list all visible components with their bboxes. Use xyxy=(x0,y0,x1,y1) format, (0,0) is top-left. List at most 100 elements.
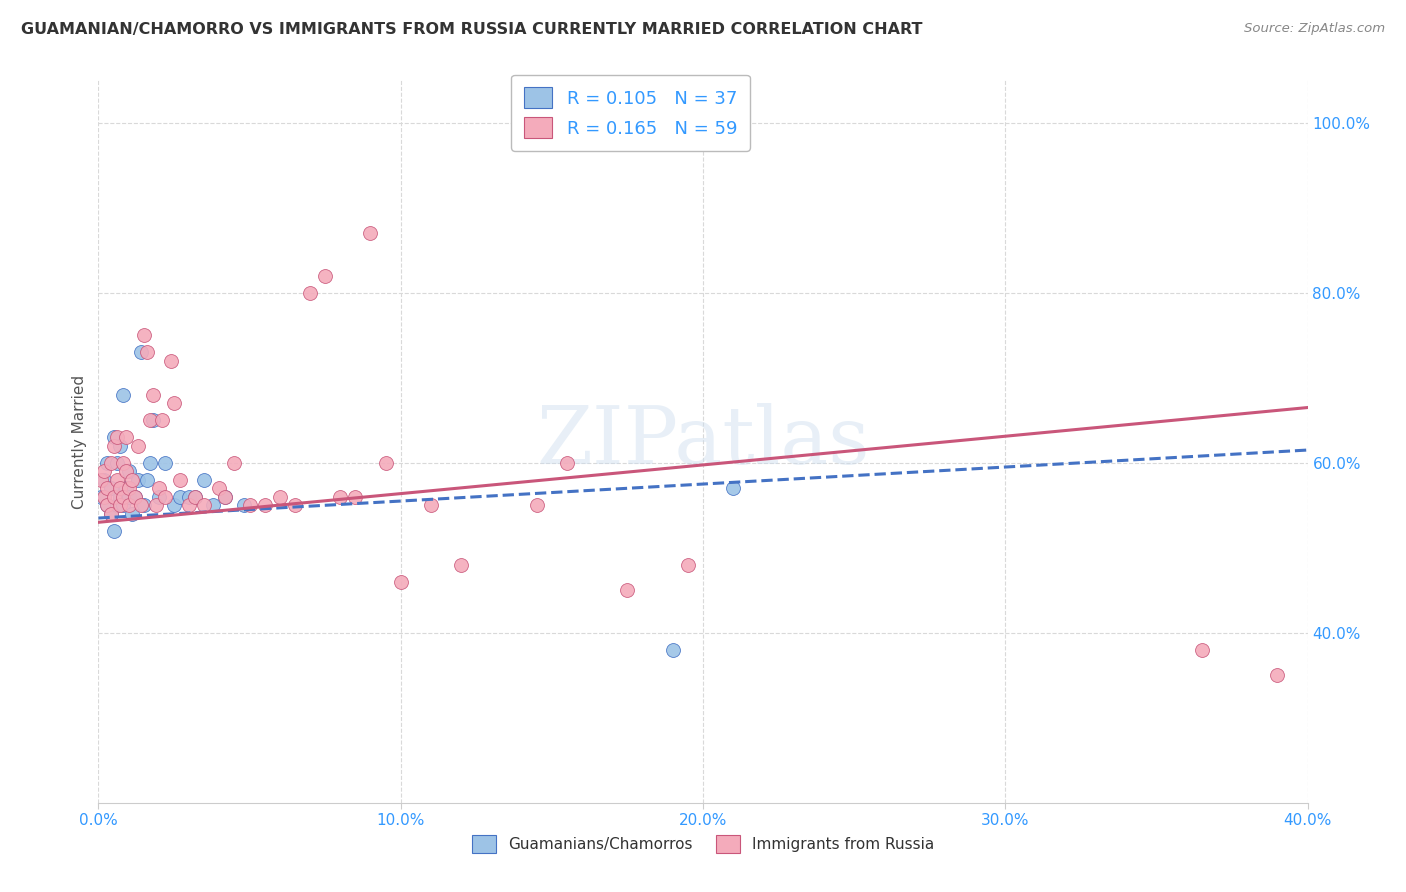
Point xyxy=(676,558,699,572)
Point xyxy=(103,524,125,538)
Point xyxy=(127,439,149,453)
Point xyxy=(723,481,745,495)
Point xyxy=(124,490,146,504)
Point xyxy=(344,490,367,504)
Point xyxy=(111,388,134,402)
Point xyxy=(153,456,176,470)
Point xyxy=(96,481,118,495)
Point xyxy=(389,574,412,589)
Point xyxy=(135,473,157,487)
Point xyxy=(142,388,165,402)
Point xyxy=(184,490,207,504)
Point xyxy=(160,353,183,368)
Text: ZIPatlas: ZIPatlas xyxy=(536,402,870,481)
Point xyxy=(150,413,173,427)
Point xyxy=(139,413,162,427)
Point xyxy=(121,473,143,487)
Point xyxy=(232,498,254,512)
Point xyxy=(100,507,122,521)
Point xyxy=(105,456,128,470)
Point xyxy=(105,498,128,512)
Point xyxy=(153,490,176,504)
Point xyxy=(118,464,141,478)
Point xyxy=(253,498,276,512)
Point xyxy=(450,558,472,572)
Point xyxy=(139,456,162,470)
Point xyxy=(145,498,167,512)
Point xyxy=(193,498,215,512)
Point xyxy=(555,456,578,470)
Point xyxy=(93,473,115,487)
Point xyxy=(124,490,146,504)
Point xyxy=(193,473,215,487)
Point xyxy=(360,227,382,241)
Point xyxy=(103,439,125,453)
Point xyxy=(1267,668,1289,682)
Point xyxy=(111,498,134,512)
Point xyxy=(163,498,186,512)
Point xyxy=(202,498,225,512)
Point xyxy=(214,490,236,504)
Point xyxy=(208,481,231,495)
Point xyxy=(239,498,262,512)
Point xyxy=(96,498,118,512)
Point xyxy=(105,473,128,487)
Point xyxy=(148,490,170,504)
Point xyxy=(184,490,207,504)
Point xyxy=(129,498,152,512)
Point xyxy=(179,498,201,512)
Point xyxy=(224,456,246,470)
Point xyxy=(132,328,155,343)
Point xyxy=(329,490,352,504)
Point xyxy=(127,473,149,487)
Point xyxy=(299,285,322,300)
Point xyxy=(169,473,191,487)
Point xyxy=(118,481,141,495)
Point xyxy=(132,498,155,512)
Point xyxy=(108,490,131,504)
Point xyxy=(374,456,396,470)
Point xyxy=(103,490,125,504)
Point xyxy=(90,490,112,504)
Point xyxy=(118,490,141,504)
Point xyxy=(108,498,131,512)
Point xyxy=(111,456,134,470)
Text: GUAMANIAN/CHAMORRO VS IMMIGRANTS FROM RUSSIA CURRENTLY MARRIED CORRELATION CHART: GUAMANIAN/CHAMORRO VS IMMIGRANTS FROM RU… xyxy=(21,22,922,37)
Point xyxy=(111,490,134,504)
Point xyxy=(108,481,131,495)
Point xyxy=(121,507,143,521)
Point xyxy=(616,583,638,598)
Y-axis label: Currently Married: Currently Married xyxy=(72,375,87,508)
Point xyxy=(420,498,443,512)
Point xyxy=(103,430,125,444)
Point xyxy=(148,481,170,495)
Point xyxy=(314,268,336,283)
Point xyxy=(129,345,152,359)
Point xyxy=(661,642,683,657)
Point xyxy=(100,456,122,470)
Text: Source: ZipAtlas.com: Source: ZipAtlas.com xyxy=(1244,22,1385,36)
Legend: Guamanians/Chamorros, Immigrants from Russia: Guamanians/Chamorros, Immigrants from Ru… xyxy=(464,827,942,860)
Point xyxy=(105,430,128,444)
Point xyxy=(163,396,186,410)
Point xyxy=(114,464,136,478)
Point xyxy=(93,490,115,504)
Point xyxy=(90,473,112,487)
Point xyxy=(1191,642,1213,657)
Point xyxy=(135,345,157,359)
Point xyxy=(114,430,136,444)
Point xyxy=(269,490,291,504)
Point xyxy=(96,498,118,512)
Point xyxy=(526,498,548,512)
Point xyxy=(179,490,201,504)
Point xyxy=(108,439,131,453)
Point xyxy=(142,413,165,427)
Point xyxy=(284,498,307,512)
Point xyxy=(118,498,141,512)
Point xyxy=(169,490,191,504)
Point xyxy=(214,490,236,504)
Point xyxy=(100,507,122,521)
Point xyxy=(96,456,118,470)
Point xyxy=(93,464,115,478)
Point xyxy=(114,481,136,495)
